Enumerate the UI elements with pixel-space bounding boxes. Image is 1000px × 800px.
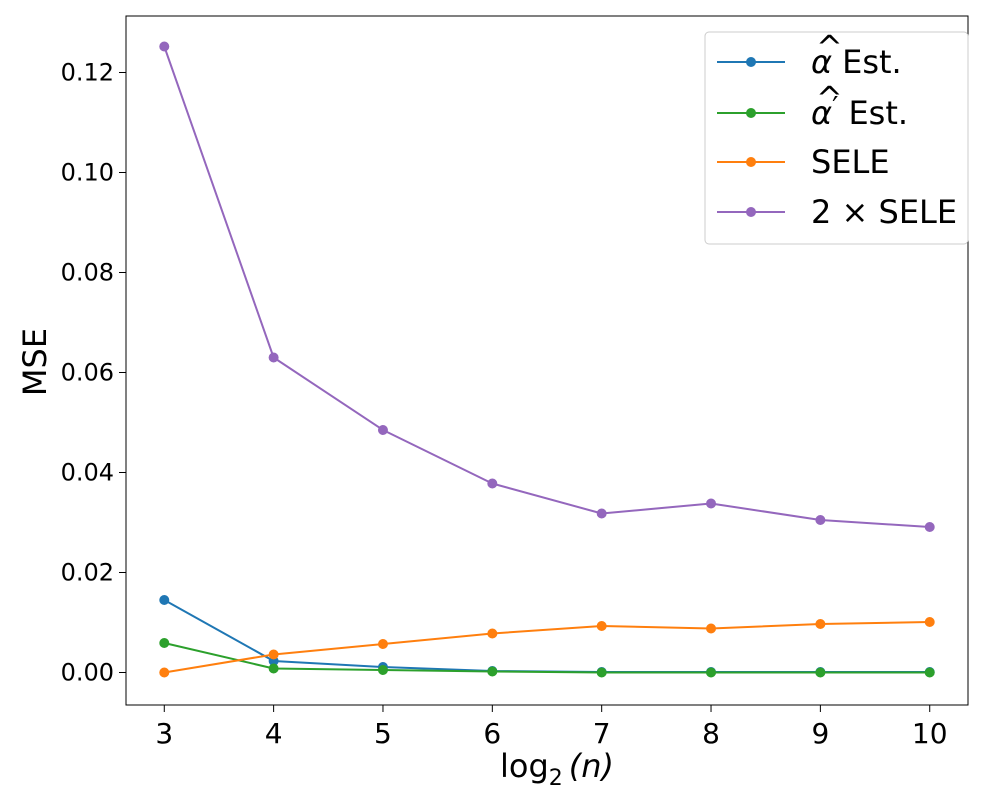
x-tick-label: 5 <box>374 717 392 750</box>
x-tick-label: 7 <box>593 717 611 750</box>
series-3 <box>159 41 935 532</box>
series-2-point <box>815 619 826 629</box>
legend-label-sele: SELE <box>811 143 890 181</box>
legend-label-alpha-hat-est-suffix: Est. <box>842 43 902 81</box>
legend: α Est. ^ α′ Est. ^ SELE 2 × SELE <box>704 28 969 245</box>
legend-marker-alpha-hat-est <box>746 57 756 67</box>
x-tick-label: 3 <box>155 717 173 750</box>
x-tick-label: 10 <box>912 717 948 750</box>
x-axis-label: log2 (n) <box>500 747 614 791</box>
y-tick-label: 0.06 <box>61 359 114 387</box>
series-2-point <box>924 617 935 627</box>
x-tick-label: 9 <box>811 717 829 750</box>
series-1-point <box>596 667 607 678</box>
series-3-point <box>377 425 388 435</box>
series-3-point <box>706 498 717 509</box>
y-tick-label: 0.04 <box>61 459 114 487</box>
y-tick-label: 0.10 <box>61 159 114 187</box>
x-tick-label: 4 <box>265 717 283 750</box>
series-2-point <box>159 667 170 678</box>
legend-label-alpha-hat-prime-est: α′ Est. <box>811 90 908 132</box>
x-tick-label: 8 <box>702 717 720 750</box>
series-3-point <box>924 522 935 532</box>
series-1-point <box>159 638 170 648</box>
series-line-3 <box>163 46 930 528</box>
x-axis-label-argument: (n) <box>569 747 614 785</box>
y-tick-label: 0.00 <box>61 659 114 687</box>
series-1-point <box>924 667 935 678</box>
series-3-point <box>159 41 170 52</box>
series-line-1 <box>164 642 930 674</box>
x-tick-label: 6 <box>483 717 501 750</box>
series-1-point <box>487 666 498 677</box>
legend-label-2x-sele: 2 × SELE <box>811 193 957 231</box>
legend-label-alpha-hat-est: α Est. <box>811 43 902 81</box>
legend-marker-sele <box>746 157 756 167</box>
series-0-point <box>159 595 170 605</box>
x-axis-label-subscript: 2 <box>549 766 563 791</box>
plot-frame <box>125 15 969 706</box>
series-2-point <box>377 639 388 649</box>
y-axis-ticks: 0.00 0.02 0.04 0.06 0.08 0.10 0.12 <box>61 59 126 687</box>
legend-label-alpha-hat-symbol: α <box>811 43 832 81</box>
series-1 <box>159 638 935 678</box>
series-2-point <box>596 621 607 631</box>
series-2 <box>159 617 935 678</box>
legend-frame <box>704 31 969 245</box>
legend-label-alpha-hat-prime-est-suffix: Est. <box>848 94 908 132</box>
legend-entry-2x-sele: 2 × SELE <box>717 193 957 231</box>
series-line-2 <box>164 621 930 674</box>
legend-marker-2x-sele <box>746 207 756 217</box>
series-3-point <box>487 478 498 489</box>
legend-label-alpha-hat-prime-symbol: α <box>811 94 832 132</box>
legend-entry-sele: SELE <box>717 143 890 181</box>
legend-entry-alpha-hat-est: α Est. ^ <box>717 28 902 81</box>
legend-entry-alpha-hat-prime-est: α′ Est. ^ <box>717 79 908 132</box>
series-3-point <box>268 352 279 363</box>
x-axis-ticks: 3 4 5 6 7 8 9 10 <box>155 705 948 750</box>
series-1-point <box>377 665 388 675</box>
y-tick-label: 0.02 <box>61 559 114 587</box>
y-tick-label: 0.08 <box>61 259 114 287</box>
series-layer <box>159 41 935 678</box>
legend-label-prime-mark: ′ <box>832 90 838 123</box>
y-axis-label: MSE <box>16 328 54 396</box>
series-1-point <box>706 667 717 678</box>
series-2-point <box>487 628 498 639</box>
x-axis-label-base: log <box>500 747 549 785</box>
series-2-point <box>706 623 717 634</box>
series-3-point <box>596 508 607 519</box>
series-3-point <box>815 515 826 525</box>
series-2-point <box>268 649 279 660</box>
legend-marker-alpha-hat-prime-est <box>746 108 756 118</box>
series-1-point <box>268 663 279 674</box>
hat-accent-icon: ^ <box>816 28 843 66</box>
series-1-point <box>815 667 826 678</box>
hat-accent-icon: ^ <box>816 79 843 117</box>
y-tick-label: 0.12 <box>61 59 114 87</box>
